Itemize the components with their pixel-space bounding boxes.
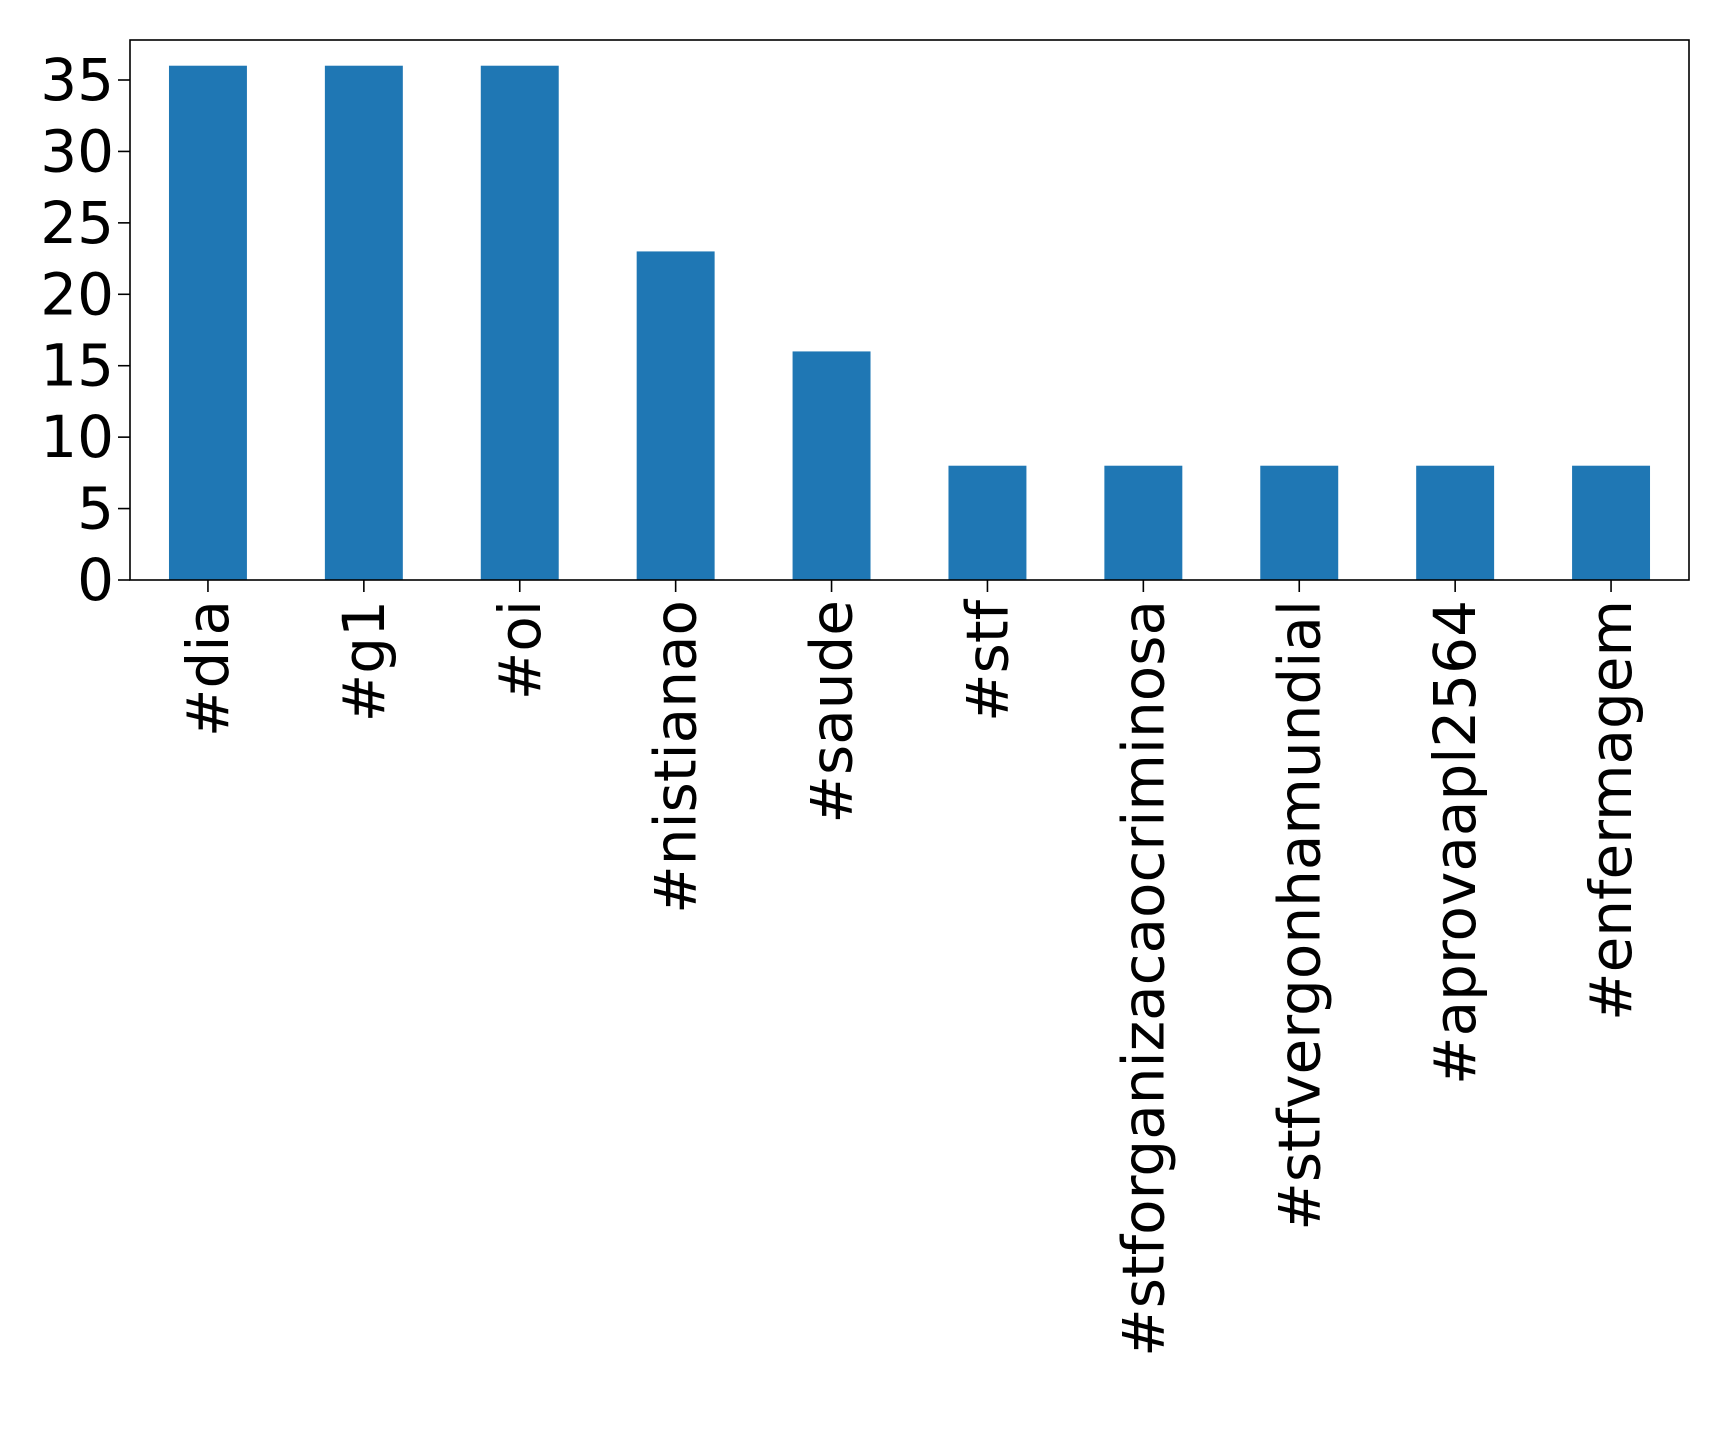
bar	[1260, 465, 1339, 580]
x-tick-label: #aprovaapl2564	[1421, 600, 1489, 1085]
x-tick-label: #nistianao	[642, 600, 710, 914]
bar	[948, 465, 1027, 580]
y-tick-label: 10	[40, 403, 114, 471]
bar	[636, 251, 715, 580]
x-tick-label: #oi	[486, 600, 554, 700]
y-tick-label: 15	[40, 332, 114, 400]
bars-group	[168, 65, 1651, 580]
y-tick-label: 30	[40, 117, 114, 185]
x-tick-label: #dia	[174, 600, 242, 737]
y-tick-label: 5	[77, 475, 114, 543]
bar	[1416, 465, 1495, 580]
bar	[1104, 465, 1183, 580]
x-tick-label: #g1	[330, 600, 398, 722]
plot-frame	[129, 39, 1690, 581]
bar	[324, 65, 403, 580]
x-tick-label: #enfermagem	[1577, 600, 1645, 1021]
y-tick-label: 20	[40, 260, 114, 328]
x-tick-label: #stfvergonhamundial	[1265, 600, 1333, 1231]
x-axis: #dia #g1 #oi #nistianao #saude #stf #stforgani…	[174, 580, 1645, 1357]
y-tick-label: 35	[40, 46, 114, 114]
bar	[480, 65, 559, 580]
bar	[792, 351, 871, 580]
x-tick-label: #saude	[798, 600, 866, 824]
bar	[1572, 465, 1651, 580]
x-tick-label: #stf	[953, 598, 1021, 722]
y-tick-label: 0	[77, 546, 114, 614]
bar	[168, 65, 247, 580]
y-tick-label: 25	[40, 189, 114, 257]
x-tick-label: #stforganizacaocriminosa	[1109, 600, 1177, 1357]
